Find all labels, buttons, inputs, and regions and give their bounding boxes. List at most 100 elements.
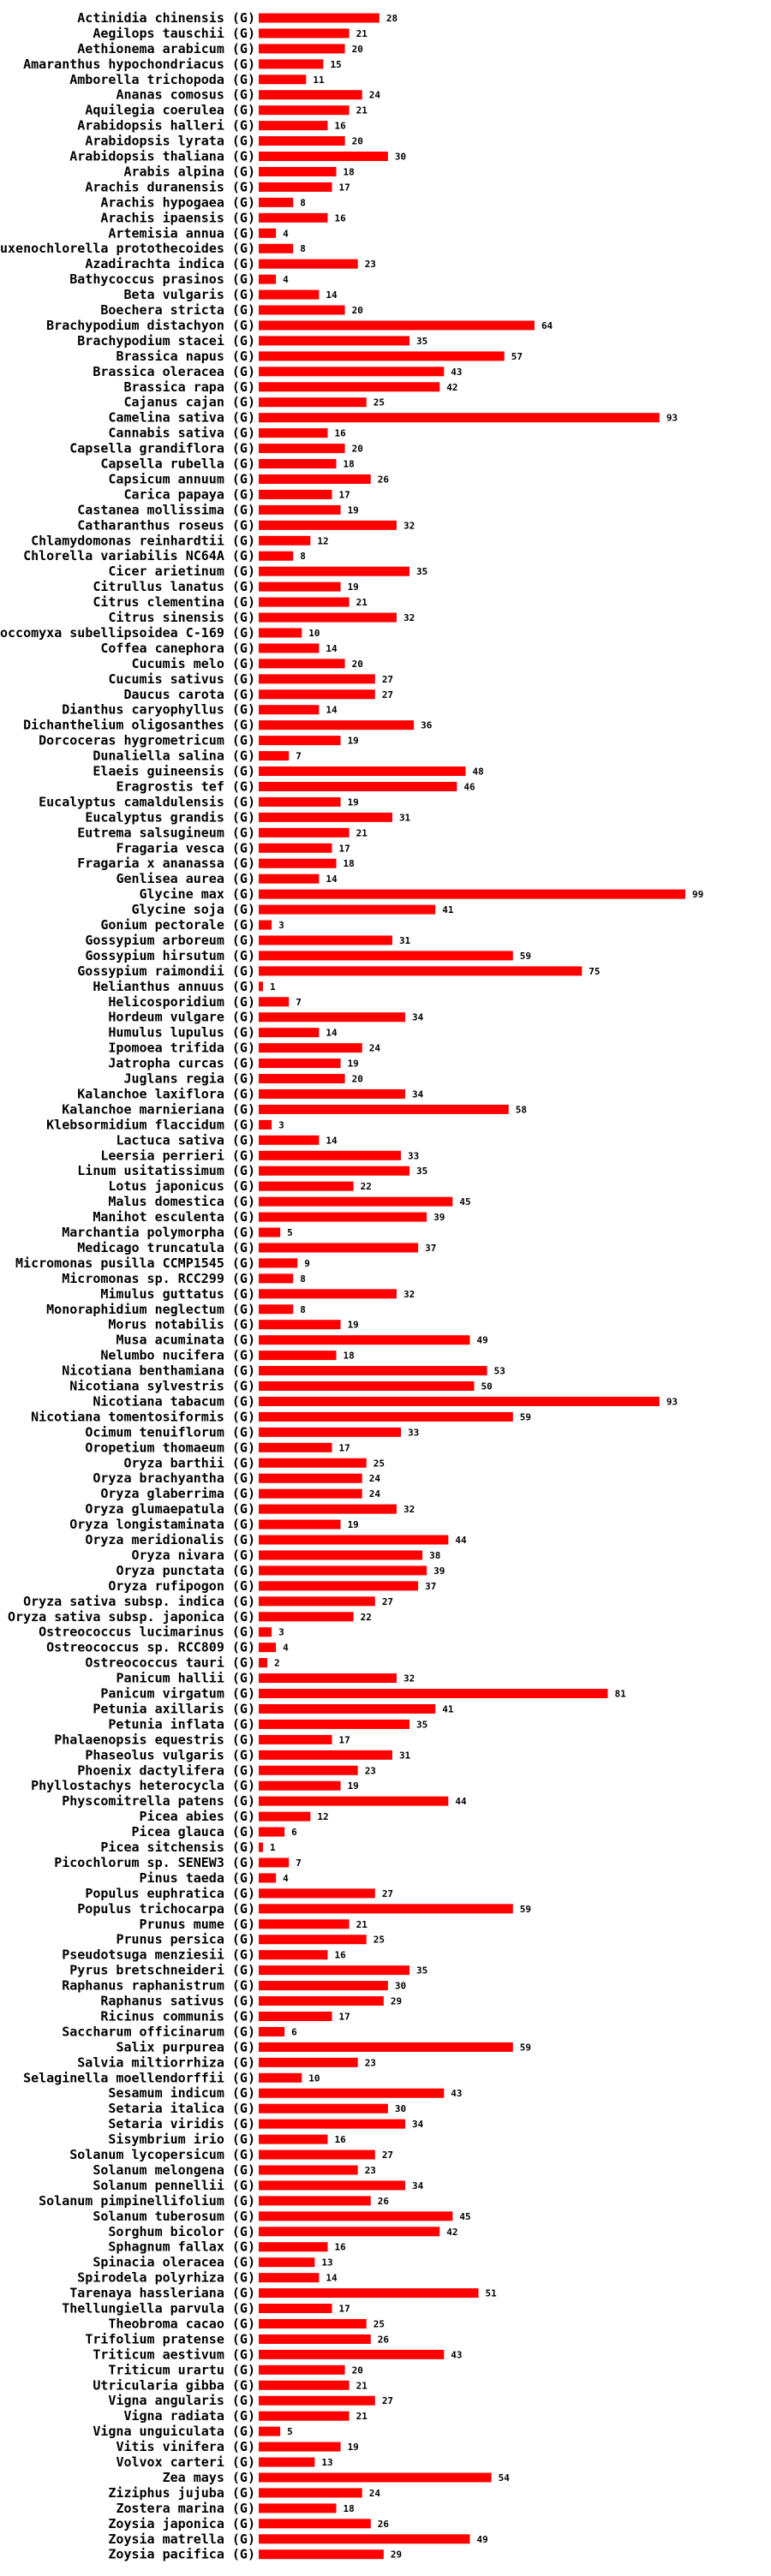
- category-label: Vigna radiata (G): [123, 2408, 255, 2424]
- value-label: 14: [326, 874, 338, 885]
- bar: [259, 1366, 487, 1376]
- bar: [259, 1273, 294, 1284]
- value-label: 51: [486, 2288, 498, 2299]
- category-label: Auxenochlorella protothecoides (G): [0, 241, 255, 256]
- category-label: Ziziphus jujuba (G): [108, 2485, 255, 2501]
- bar: [259, 1627, 272, 1637]
- category-label: Saccharum officinarum (G): [62, 2024, 255, 2039]
- category-label: Nicotiana benthamiana (G): [62, 1363, 255, 1379]
- value-label: 35: [416, 1719, 427, 1730]
- value-label: 28: [386, 13, 397, 24]
- category-label: Leersia perrieri (G): [100, 1148, 255, 1163]
- category-label: Capsicum annuum (G): [108, 471, 255, 486]
- value-label: 19: [348, 2442, 359, 2453]
- bar: [259, 951, 513, 961]
- bar: [259, 1088, 406, 1099]
- bar: [259, 1596, 375, 1607]
- bar: [259, 796, 341, 807]
- value-label: 59: [520, 951, 531, 962]
- value-label: 17: [339, 843, 350, 854]
- bar: [259, 674, 375, 684]
- value-label: 35: [416, 336, 427, 347]
- value-label: 34: [412, 1012, 424, 1023]
- category-label: Setaria viridis (G): [108, 2116, 255, 2132]
- bar: [259, 305, 345, 315]
- category-label: Dorcoceras hygrometricum (G): [39, 733, 255, 748]
- value-label: 19: [348, 736, 359, 747]
- category-label: Phyllostachys heterocycla (G): [31, 1778, 255, 1793]
- value-label: 43: [451, 2349, 462, 2360]
- bar: [259, 1243, 419, 1253]
- bar: [259, 1612, 354, 1622]
- value-label: 34: [412, 1088, 424, 1100]
- category-label: Coffea canephora (G): [100, 641, 255, 656]
- category-label: Tarenaya hassleriana (G): [69, 2286, 255, 2301]
- category-label: Linum usitatissimum (G): [77, 1163, 255, 1178]
- value-label: 32: [403, 1504, 415, 1515]
- bar: [259, 2519, 371, 2529]
- value-label: 24: [369, 90, 381, 101]
- value-label: 35: [416, 566, 427, 577]
- bar: [259, 1289, 397, 1299]
- bar: [259, 320, 535, 331]
- bar: [259, 2380, 350, 2390]
- value-label: 26: [378, 2334, 390, 2345]
- category-label: Thellungiella parvula (G): [62, 2301, 255, 2317]
- value-label: 42: [446, 382, 457, 393]
- value-label: 32: [403, 1289, 415, 1300]
- category-label: Citrullus lanatus (G): [93, 579, 255, 594]
- value-label: 20: [352, 305, 363, 316]
- bar: [259, 2196, 371, 2206]
- value-label: 93: [666, 1396, 678, 1407]
- category-label: Utricularia gibba (G): [93, 2377, 255, 2393]
- value-label: 19: [348, 1320, 359, 1331]
- category-label: Pinus taeda (G): [140, 1870, 255, 1886]
- bar: [259, 566, 410, 576]
- category-label: Arabidopsis halleri (G): [77, 118, 255, 134]
- category-label: Solanum tuberosum (G): [93, 2209, 255, 2224]
- value-label: 25: [374, 397, 385, 408]
- bar: [259, 2304, 332, 2314]
- value-label: 3: [278, 920, 284, 931]
- category-label: Oryza glaberrima (G): [100, 1486, 255, 1501]
- value-label: 23: [365, 2165, 376, 2176]
- category-label: Panicum virgatum (G): [100, 1686, 255, 1702]
- value-label: 4: [283, 228, 289, 239]
- value-label: 14: [326, 1135, 338, 1146]
- bar: [259, 397, 367, 408]
- category-label: Zostera marina (G): [116, 2501, 255, 2516]
- value-label: 23: [365, 2057, 376, 2068]
- bar: [259, 2242, 328, 2252]
- bar: [259, 1873, 277, 1883]
- value-label: 22: [361, 1612, 372, 1623]
- category-label: Sphagnum fallax (G): [108, 2239, 255, 2255]
- value-label: 12: [317, 1811, 328, 1822]
- bar: [259, 1227, 281, 1237]
- value-label: 35: [416, 1965, 427, 1977]
- value-label: 53: [494, 1366, 505, 1377]
- bar: [259, 1381, 475, 1392]
- category-label: Carica papaya (G): [123, 486, 255, 502]
- value-label: 27: [382, 2150, 393, 2161]
- value-label: 26: [378, 2196, 390, 2207]
- category-label: Eucalyptus camaldulensis (G): [39, 794, 255, 809]
- bar: [259, 2395, 375, 2406]
- category-label: Panicum hallii (G): [116, 1671, 255, 1686]
- value-label: 21: [356, 597, 368, 608]
- bar: [259, 2334, 371, 2344]
- bar: [259, 1535, 449, 1545]
- bar: [259, 812, 392, 822]
- bar: [259, 581, 341, 592]
- category-label: Azadirachta indica (G): [85, 256, 255, 271]
- bar: [259, 766, 466, 777]
- value-label: 7: [296, 1857, 302, 1869]
- value-label: 24: [369, 2488, 381, 2499]
- value-label: 16: [334, 2134, 346, 2145]
- value-label: 21: [356, 2411, 368, 2422]
- value-label: 30: [395, 2103, 406, 2114]
- value-label: 27: [382, 689, 393, 701]
- value-label: 17: [339, 1734, 350, 1745]
- bar: [259, 2364, 345, 2375]
- value-label: 17: [339, 182, 350, 193]
- category-label: Amborella trichopoda (G): [69, 72, 255, 87]
